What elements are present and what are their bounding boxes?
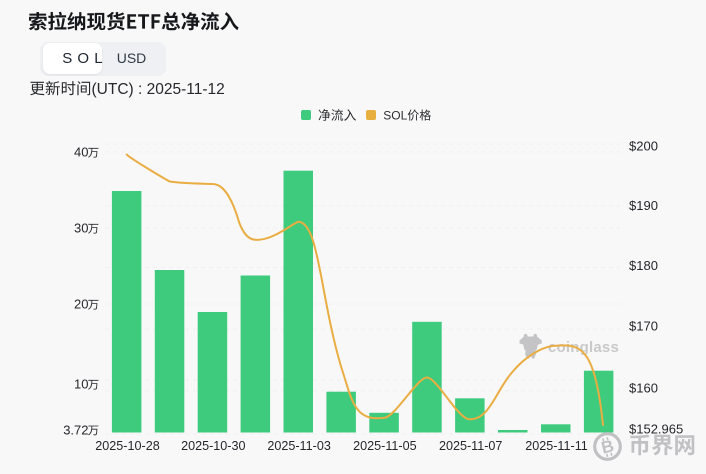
- svg-text:$200: $200: [629, 139, 658, 154]
- svg-text:2025-10-28: 2025-10-28: [95, 439, 159, 453]
- svg-text:3.72: 3.72: [63, 422, 88, 437]
- svg-text:$170: $170: [629, 319, 658, 334]
- svg-text:2025-11-07: 2025-11-07: [439, 439, 503, 453]
- svg-text:10: 10: [74, 377, 88, 392]
- svg-text:2025-10-30: 2025-10-30: [181, 439, 245, 453]
- svg-text:40: 40: [74, 145, 88, 160]
- svg-text:20: 20: [74, 297, 88, 312]
- svg-text:$160: $160: [629, 381, 658, 396]
- svg-text:coinglass: coinglass: [548, 339, 619, 356]
- svg-text:2025-11-05: 2025-11-05: [353, 439, 417, 453]
- svg-text:2025-11-03: 2025-11-03: [267, 439, 331, 453]
- svg-text:$180: $180: [629, 258, 658, 273]
- svg-text:30: 30: [74, 221, 88, 236]
- svg-text:$190: $190: [629, 198, 658, 213]
- svg-text:$152.965: $152.965: [629, 422, 683, 437]
- svg-text:2025-11-11: 2025-11-11: [525, 439, 588, 453]
- svg-text:(UTC) : 2025-11-12: (UTC) : 2025-11-12: [92, 81, 225, 98]
- svg-text:B: B: [599, 436, 616, 457]
- svg-text:SOL: SOL: [383, 109, 407, 123]
